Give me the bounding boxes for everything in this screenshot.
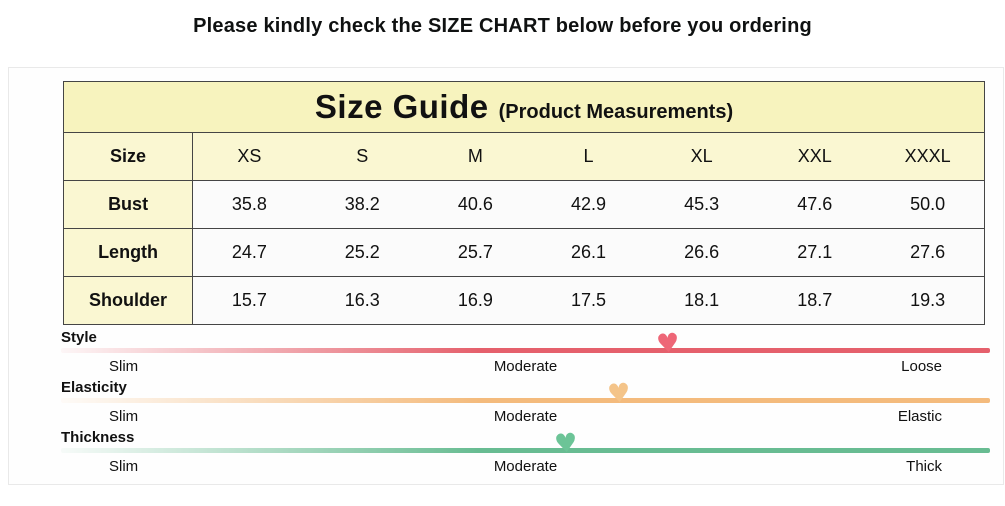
thickness-scale-track: ♥ (61, 428, 990, 460)
measurement-cell: 19.3 (871, 276, 985, 325)
style-scale-labels: Slim Moderate Loose (61, 358, 990, 375)
size-col-header: L (531, 132, 646, 181)
style-scale-track: ♥ (61, 328, 990, 360)
scale-label-right: Elastic (897, 408, 943, 425)
size-header-row: Size XS S M L XL XXL XXXL (63, 132, 985, 181)
measurement-cell: 50.0 (871, 180, 985, 229)
scale-label-left: Slim (109, 458, 139, 475)
scale-label-middle: Moderate (493, 458, 558, 475)
table-subtitle: (Product Measurements) (498, 101, 734, 123)
measurement-cell: 16.3 (305, 276, 419, 325)
row-label: Bust (63, 180, 194, 229)
row-label: Length (63, 228, 194, 277)
measurement-cell: 40.6 (418, 180, 532, 229)
page-title: Please kindly check the SIZE CHART below… (193, 15, 812, 37)
measurement-cell: 15.7 (192, 276, 306, 325)
table-title-cell: Size Guide (Product Measurements) (63, 81, 985, 133)
measurement-cell: 47.6 (758, 180, 872, 229)
row-label: Shoulder (63, 276, 194, 325)
measurement-cell: 27.1 (758, 228, 872, 277)
table-title: Size Guide (314, 88, 489, 125)
measurement-cell: 26.6 (645, 228, 759, 277)
table-row-shoulder: Shoulder 15.7 16.3 16.9 17.5 18.1 18.7 1… (63, 276, 985, 325)
elasticity-heart-icon: ♥ (606, 378, 633, 410)
measurement-cell: 18.7 (758, 276, 872, 325)
size-col-header: XXL (758, 132, 872, 181)
attribute-scales: Style ♥ Slim Moderate Loose Elasticity ♥… (61, 328, 990, 479)
measurement-cell: 25.2 (305, 228, 419, 277)
size-col-header: XXXL (871, 132, 985, 181)
measurement-cell: 27.6 (871, 228, 985, 277)
measurement-cell: 16.9 (418, 276, 532, 325)
scale-label-middle: Moderate (493, 358, 558, 375)
measurement-cell: 35.8 (192, 180, 306, 229)
thickness-scale-bar (61, 448, 990, 453)
table-title-row: Size Guide (Product Measurements) (63, 81, 985, 133)
size-col-header: S (305, 132, 419, 181)
scale-label-left: Slim (109, 358, 139, 375)
scale-label-right: Loose (901, 358, 943, 375)
elasticity-scale-labels: Slim Moderate Elastic (61, 408, 990, 425)
size-col-header: XL (645, 132, 759, 181)
thickness-scale: Thickness ♥ Slim Moderate Thick (61, 428, 990, 479)
thickness-heart-icon: ♥ (553, 428, 580, 460)
thickness-scale-labels: Slim Moderate Thick (61, 458, 990, 475)
table-row-bust: Bust 35.8 38.2 40.6 42.9 45.3 47.6 50.0 (63, 180, 985, 229)
size-chart-panel: Size Guide (Product Measurements) Size XS… (8, 67, 1004, 485)
elasticity-scale: Elasticity ♥ Slim Moderate Elastic (61, 378, 990, 429)
elasticity-scale-track: ♥ (61, 378, 990, 410)
measurement-cell: 42.9 (531, 180, 646, 229)
style-heart-icon: ♥ (654, 328, 681, 360)
elasticity-scale-bar (61, 398, 990, 403)
style-scale-label: Style (61, 329, 97, 346)
measurement-cell: 25.7 (418, 228, 532, 277)
row-label: Size (63, 132, 194, 181)
size-col-header: M (418, 132, 532, 181)
measurement-cell: 38.2 (305, 180, 419, 229)
measurement-cell: 17.5 (531, 276, 646, 325)
measurement-cell: 45.3 (645, 180, 759, 229)
thickness-scale-label: Thickness (61, 429, 135, 446)
measurement-cell: 18.1 (645, 276, 759, 325)
elasticity-scale-label: Elasticity (61, 379, 127, 396)
scale-label-left: Slim (109, 408, 139, 425)
size-guide-table: Size Guide (Product Measurements) Size XS… (63, 81, 985, 325)
style-scale: Style ♥ Slim Moderate Loose (61, 328, 990, 379)
size-col-header: XS (192, 132, 306, 181)
scale-label-middle: Moderate (493, 408, 558, 425)
style-scale-bar (61, 348, 990, 353)
scale-label-right: Thick (906, 458, 943, 475)
measurement-cell: 26.1 (531, 228, 646, 277)
table-row-length: Length 24.7 25.2 25.7 26.1 26.6 27.1 27.… (63, 228, 985, 277)
measurement-cell: 24.7 (192, 228, 306, 277)
